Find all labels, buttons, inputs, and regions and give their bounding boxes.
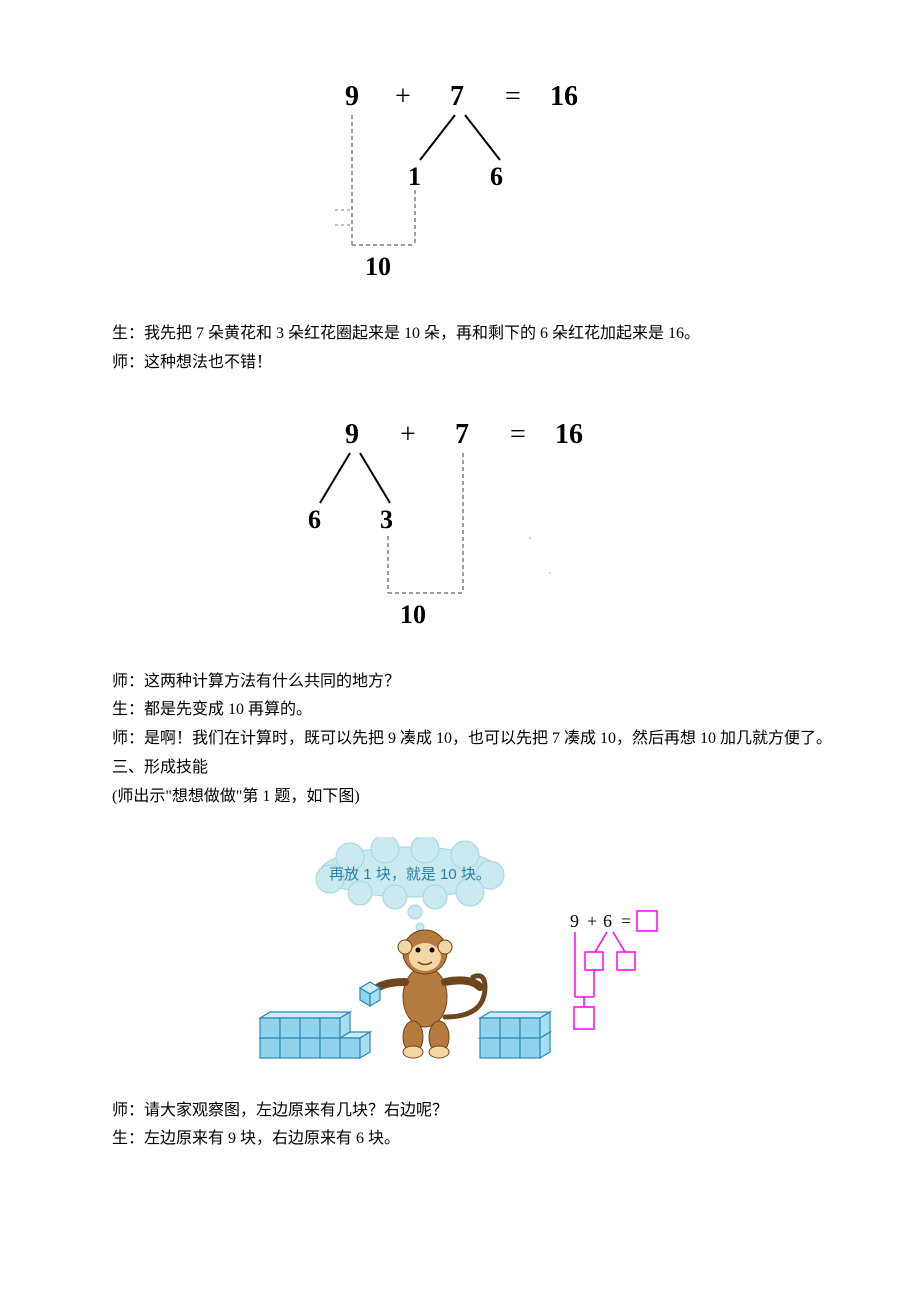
stray-dot-2 — [549, 572, 551, 574]
line-teacher-2: 师：这两种计算方法有什么共同的地方？ — [80, 668, 840, 697]
eq2-a: 9 — [345, 419, 359, 450]
il-eq-eq: = — [621, 911, 631, 931]
line-teacher-3: 师：是啊！我们在计算时，既可以先把 9 凑成 10，也可以先把 7 凑成 10，… — [80, 725, 840, 754]
eq-b: 7 — [450, 81, 464, 112]
thought-text: 再放 1 块，就是 10 块。 — [329, 866, 491, 883]
eq-eq: = — [505, 81, 521, 112]
il-split-right-line — [613, 932, 625, 952]
thought-bubble: 再放 1 块，就是 10 块。 — [316, 837, 504, 931]
eq-op: + — [395, 81, 411, 112]
section-heading: 三、形成技能 — [80, 754, 840, 783]
split-right: 6 — [490, 162, 503, 191]
eq-a: 9 — [345, 81, 359, 112]
diagram-9plus7-split9: 9 + 7 = 16 6 3 10 — [80, 408, 840, 648]
split-box-left — [585, 952, 603, 970]
split-box-right — [617, 952, 635, 970]
line-teacher-4: (师出示"想想做做"第 1 题，如下图) — [80, 783, 840, 812]
split-left: 1 — [408, 162, 421, 191]
sum-label: 10 — [365, 252, 391, 281]
il-eq-a: 9 — [570, 911, 579, 931]
diagram2-svg: 9 + 7 = 16 6 3 10 — [280, 408, 640, 648]
eq2-b: 7 — [455, 419, 469, 450]
monkey — [360, 930, 485, 1058]
split-line-right — [465, 115, 500, 160]
split2-right: 3 — [380, 505, 393, 534]
illustration-monkey-cubes: 再放 1 块，就是 10 块。 — [80, 837, 840, 1077]
split2-left: 6 — [308, 505, 321, 534]
page: 9 + 7 = 16 1 6 10 生：我先把 7 朵黄花和 3 朵红花圈起来是… — [0, 0, 920, 1302]
eq2-res: 16 — [555, 419, 583, 450]
eq2-eq: = — [510, 419, 526, 450]
split-line-left — [420, 115, 455, 160]
line-student-2: 生：都是先变成 10 再算的。 — [80, 696, 840, 725]
illustration-svg: 再放 1 块，就是 10 块。 — [245, 837, 675, 1077]
split2-line-left — [320, 453, 350, 503]
split2-line-right — [360, 453, 390, 503]
answer-box — [637, 911, 657, 931]
sum2-label: 10 — [400, 600, 426, 629]
line-student-1: 生：我先把 7 朵黄花和 3 朵红花圈起来是 10 朵，再和剩下的 6 朵红花加… — [80, 320, 840, 349]
il-eq-b: 6 — [603, 911, 612, 931]
line-teacher-5: 师：请大家观察图，左边原来有几块？右边呢？ — [80, 1097, 840, 1126]
stray-dot-1 — [529, 537, 531, 539]
line-student-3: 生：左边原来有 9 块，右边原来有 6 块。 — [80, 1125, 840, 1154]
right-cube-stack — [480, 1012, 550, 1058]
line-teacher-1: 师：这种想法也不错！ — [80, 349, 840, 378]
eq2-op: + — [400, 419, 416, 450]
diagram1-svg: 9 + 7 = 16 1 6 10 — [290, 70, 630, 300]
diagram-9plus7-split7: 9 + 7 = 16 1 6 10 — [80, 70, 840, 300]
sum-box — [574, 1007, 594, 1029]
eq-res: 16 — [550, 81, 578, 112]
equation-9plus6: 9 + 6 = — [570, 911, 657, 1029]
il-split-left-line — [595, 932, 607, 952]
left-cube-stack — [260, 1012, 370, 1058]
il-eq-op: + — [587, 911, 597, 931]
